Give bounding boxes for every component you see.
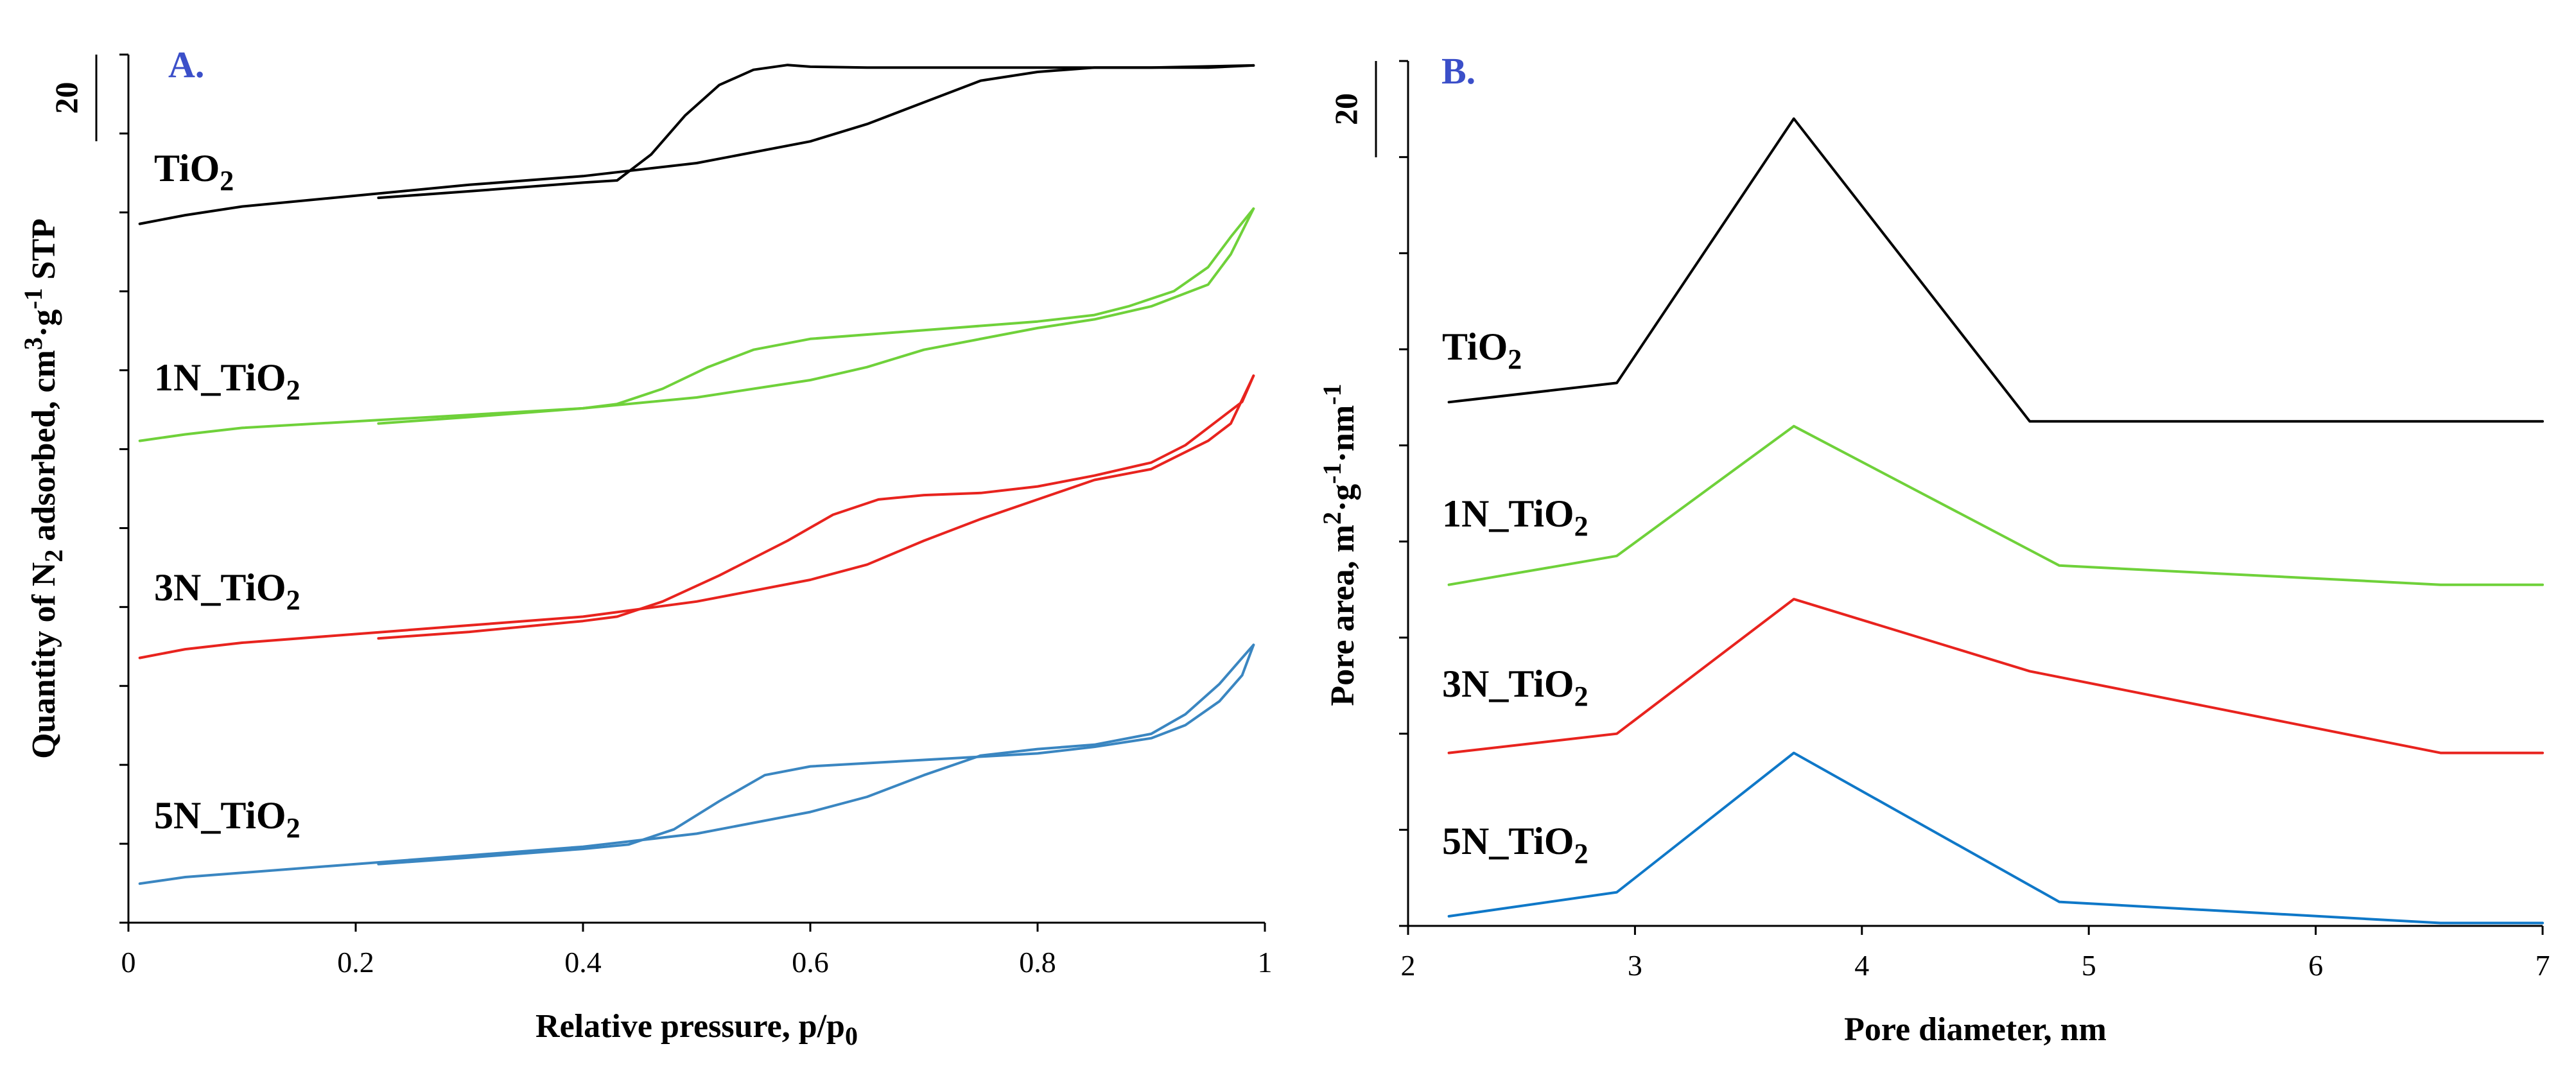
- x-axis-title-text: Relative pressure, p/p: [535, 1008, 845, 1045]
- y-axis-title-part: -1: [1318, 383, 1346, 405]
- desorption-curve: [377, 374, 1255, 640]
- x-tick-label: 0: [121, 946, 136, 979]
- x-axis-title: Relative pressure, p/p0: [535, 1008, 858, 1050]
- series-label: 5N_TiO2: [154, 794, 300, 844]
- x-tick-label: 6: [2308, 949, 2323, 982]
- x-tick-label: 1: [1258, 946, 1273, 979]
- series-line: [1447, 598, 2544, 754]
- series-3N_TiO2: 3N_TiO2: [1442, 598, 2544, 754]
- y-axis-title-part: -1: [19, 288, 48, 309]
- series-5N_TiO2: 5N_TiO2: [1442, 751, 2544, 925]
- desorption-curve: [377, 207, 1255, 425]
- series-label-subscript: 2: [220, 165, 234, 196]
- y-axis-title-part: ·g: [1325, 484, 1361, 512]
- x-tick-label: 0.8: [1019, 946, 1056, 979]
- x-tick-label: 4: [1854, 949, 1869, 982]
- series-label: 3N_TiO2: [154, 566, 300, 616]
- scale-bar-label: 20: [48, 82, 84, 114]
- series-label-text: 1N_TiO: [1442, 492, 1574, 535]
- series-label-text: TiO: [1442, 326, 1508, 368]
- series-label-text: 1N_TiO: [154, 356, 286, 399]
- x-axis-title: Pore diameter, nm: [1844, 1011, 2107, 1048]
- x-tick-label: 0.2: [337, 946, 374, 979]
- y-axis-title: Quantity of N2 adsorbed, cm3·g-1 STP: [19, 218, 68, 759]
- y-axis-title-part: -1: [1318, 462, 1346, 483]
- desorption-curve: [377, 643, 1255, 866]
- series-label-subscript: 2: [286, 812, 300, 844]
- y-axis-title-part: Pore area, m: [1325, 525, 1361, 706]
- x-tick-label: 7: [2536, 949, 2550, 982]
- adsorption-curve: [138, 374, 1255, 659]
- series-label-text: 5N_TiO: [1442, 820, 1574, 862]
- x-tick-label: 5: [2082, 949, 2096, 982]
- x-axis-title-subscript: 0: [845, 1022, 858, 1050]
- series-label-text: 3N_TiO: [1442, 663, 1574, 705]
- series-label: 5N_TiO2: [1442, 820, 1588, 869]
- x-tick-label: 3: [1628, 949, 1642, 982]
- y-axis-title-part: Quantity of N: [26, 562, 62, 759]
- x-tick-label: 0.4: [564, 946, 602, 979]
- series-label: TiO2: [1442, 326, 1522, 375]
- y-axis-title-part: adsorbed, cm: [26, 350, 62, 550]
- series-TiO2: TiO2: [138, 64, 1255, 225]
- panel-label: A.: [168, 44, 204, 85]
- x-tick-label: 0.6: [792, 946, 829, 979]
- y-axis-title-part: ·nm: [1325, 405, 1361, 463]
- desorption-curve: [377, 64, 1255, 200]
- y-axis-title-part: STP: [26, 218, 62, 288]
- x-tick-label: 2: [1401, 949, 1416, 982]
- series-label-subscript: 2: [286, 584, 300, 616]
- x-axis-title-text: Pore diameter, nm: [1844, 1011, 2107, 1048]
- adsorption-curve: [138, 64, 1255, 225]
- series-line: [1447, 424, 2544, 586]
- series-label: 3N_TiO2: [1442, 663, 1588, 712]
- series-TiO2: TiO2: [1442, 117, 2544, 423]
- series-label: TiO2: [154, 147, 234, 196]
- series-label-subscript: 2: [1574, 510, 1588, 542]
- y-axis-title: Pore area, m2·g-1·nm-1: [1318, 383, 1361, 706]
- y-axis-title-part: ·g: [26, 309, 62, 337]
- adsorption-curve: [138, 207, 1255, 442]
- series-label-subscript: 2: [1574, 681, 1588, 712]
- series-label-text: TiO: [154, 147, 220, 189]
- panel-label: B.: [1441, 50, 1475, 92]
- series-line: [1447, 117, 2544, 423]
- adsorption-curve: [138, 643, 1255, 885]
- y-axis-title-part: 3: [19, 337, 48, 350]
- series-label: 1N_TiO2: [154, 356, 300, 406]
- series-label-text: 3N_TiO: [154, 566, 286, 609]
- y-axis-title-part: 2: [39, 550, 68, 562]
- series-line: [1447, 751, 2544, 925]
- series-label: 1N_TiO2: [1442, 492, 1588, 542]
- series-1N_TiO2: 1N_TiO2: [1442, 424, 2544, 586]
- y-axis-title-part: 2: [1318, 512, 1346, 525]
- series-label-subscript: 2: [1508, 344, 1522, 375]
- series-3N_TiO2: 3N_TiO2: [138, 374, 1255, 659]
- series-1N_TiO2: 1N_TiO2: [138, 207, 1255, 442]
- series-label-text: 5N_TiO: [154, 794, 286, 837]
- scale-bar-label: 20: [1328, 93, 1364, 125]
- series-label-subscript: 2: [1574, 838, 1588, 869]
- series-label-subscript: 2: [286, 374, 300, 406]
- series-5N_TiO2: 5N_TiO2: [138, 643, 1255, 885]
